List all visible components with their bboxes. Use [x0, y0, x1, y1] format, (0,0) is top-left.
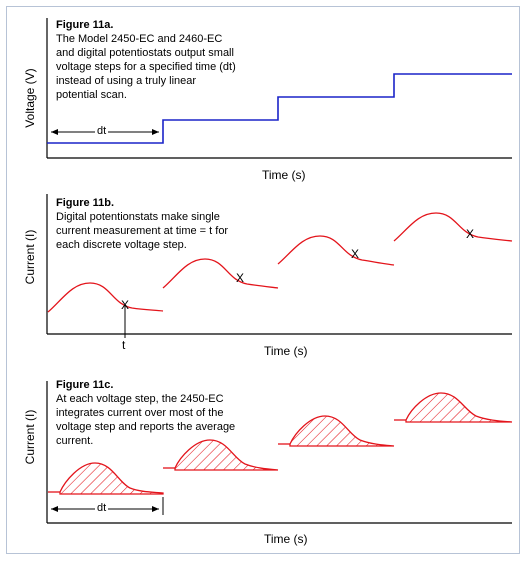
measure-marker-3: X — [351, 247, 360, 261]
voltage-staircase — [47, 73, 512, 144]
time-t-label: t — [122, 338, 126, 352]
panel-a-xlabel: Time (s) — [262, 168, 306, 182]
panel-a-text: The Model 2450-EC and 2460-EC and digita… — [56, 33, 236, 101]
panel-b-text: Digital potentionstats make single curre… — [56, 211, 229, 251]
panel-b-ylabel: Current (I) — [23, 229, 37, 285]
panel-a-caption: Figure 11a. The Model 2450-EC and 2460-E… — [56, 18, 236, 102]
panel-c-title: Figure 11c. — [56, 379, 114, 391]
panel-b-title: Figure 11b. — [56, 197, 115, 209]
panel-c-caption: Figure 11c. At each voltage step, the 24… — [56, 378, 241, 448]
hatched-areas-c — [48, 392, 513, 495]
panel-b-caption: Figure 11b. Digital potentionstats make … — [56, 196, 236, 252]
panel-b-xlabel: Time (s) — [264, 344, 308, 358]
panel-c-xlabel: Time (s) — [264, 532, 308, 546]
panel-a-title: Figure 11a. — [56, 19, 114, 31]
measure-marker-1: X — [121, 298, 130, 312]
panel-c-dt-label: dt — [95, 502, 109, 514]
panel-c-text: At each voltage step, the 2450-EC integr… — [56, 393, 236, 447]
current-curves-b — [47, 212, 513, 313]
measure-marker-4: X — [466, 227, 475, 241]
measure-marker-2: X — [236, 271, 245, 285]
panel-a-ylabel: Voltage (V) — [23, 68, 37, 128]
panel-a-axes — [46, 18, 512, 159]
panel-a-dt-label: dt — [95, 125, 109, 137]
panel-c-ylabel: Current (I) — [23, 409, 37, 465]
panel-c-axes — [46, 381, 512, 524]
